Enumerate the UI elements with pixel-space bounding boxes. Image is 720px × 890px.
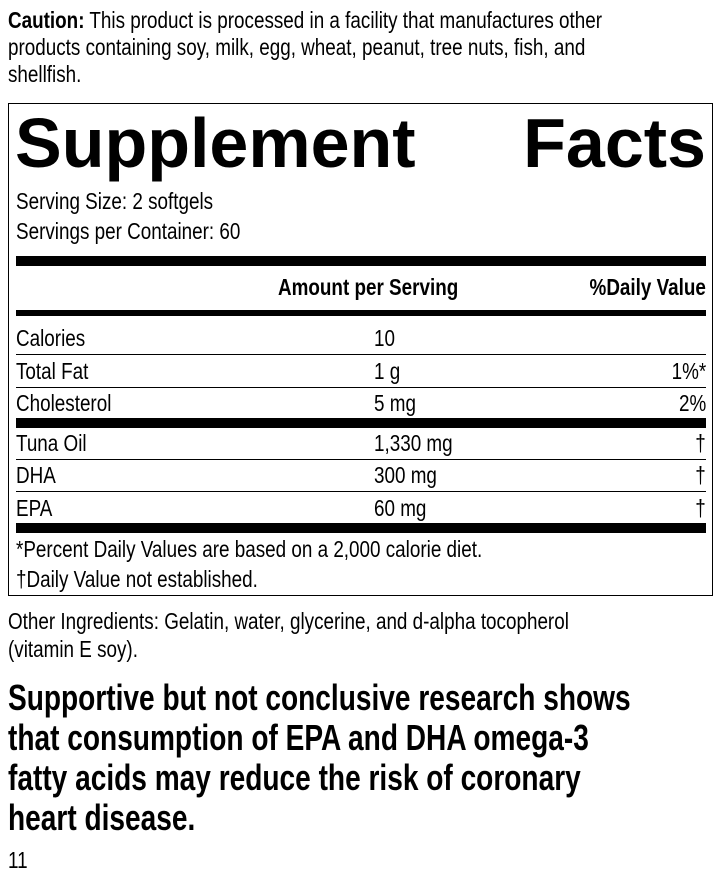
supplement-facts-panel bbox=[8, 103, 713, 596]
caution-line: Caution: This product is processed in a … bbox=[8, 7, 720, 34]
row-amount: 1 g bbox=[374, 358, 401, 384]
row-divider bbox=[16, 387, 706, 388]
other-ingredients: Other Ingredients: Gelatin, water, glyce… bbox=[8, 608, 569, 634]
health-claim-line: Supportive but not conclusive research s… bbox=[8, 677, 631, 718]
footnote-dv-not-established: †Daily Value not established. bbox=[16, 566, 258, 592]
footnote-percent-dv: *Percent Daily Values are based on a 2,0… bbox=[16, 536, 483, 562]
health-claim-line: heart disease. bbox=[8, 797, 196, 838]
facts-title-right: Facts bbox=[523, 104, 706, 182]
row-amount: 60 mg bbox=[374, 495, 427, 521]
row-amount: 10 bbox=[374, 325, 395, 351]
health-claim-line: fatty acids may reduce the risk of coron… bbox=[8, 757, 581, 798]
row-amount: 300 mg bbox=[374, 462, 437, 488]
row-nutrient-name: DHA bbox=[16, 462, 56, 488]
facts-title-left: Supplement bbox=[15, 104, 416, 182]
row-daily-value: 2% bbox=[678, 390, 706, 416]
caution-line: products containing soy, milk, egg, whea… bbox=[8, 34, 586, 60]
row-daily-value: † bbox=[695, 495, 706, 521]
row-daily-value: † bbox=[695, 462, 706, 488]
header-amount: Amount per Serving bbox=[278, 274, 459, 300]
caution-text: This product is processed in a facility … bbox=[89, 7, 603, 33]
row-divider bbox=[16, 354, 706, 355]
divider-thick bbox=[16, 256, 706, 266]
health-claim-line: that consumption of EPA and DHA omega-3 bbox=[8, 717, 589, 758]
row-nutrient-name: Tuna Oil bbox=[16, 430, 87, 456]
divider-medium bbox=[16, 310, 706, 316]
row-amount: 1,330 mg bbox=[374, 430, 453, 456]
divider-thick bbox=[16, 418, 706, 428]
row-divider bbox=[16, 491, 706, 492]
row-nutrient-name: Total Fat bbox=[16, 358, 89, 384]
row-nutrient-name: EPA bbox=[16, 495, 53, 521]
page-number: 11 bbox=[8, 847, 28, 873]
caution-line: shellfish. bbox=[8, 61, 82, 87]
caution-label: Caution: bbox=[8, 7, 85, 33]
row-daily-value: 1%* bbox=[671, 358, 706, 384]
other-ingredients: (vitamin E soy). bbox=[8, 636, 138, 662]
divider-thick bbox=[16, 523, 706, 533]
row-nutrient-name: Cholesterol bbox=[16, 390, 112, 416]
row-amount: 5 mg bbox=[374, 390, 416, 416]
row-daily-value: † bbox=[695, 430, 706, 456]
row-divider bbox=[16, 459, 706, 460]
servings-per-container: Servings per Container: 60 bbox=[16, 218, 241, 244]
serving-size: Serving Size: 2 softgels bbox=[16, 188, 214, 214]
row-nutrient-name: Calories bbox=[16, 325, 86, 351]
header-daily-value: %Daily Value bbox=[589, 274, 706, 300]
